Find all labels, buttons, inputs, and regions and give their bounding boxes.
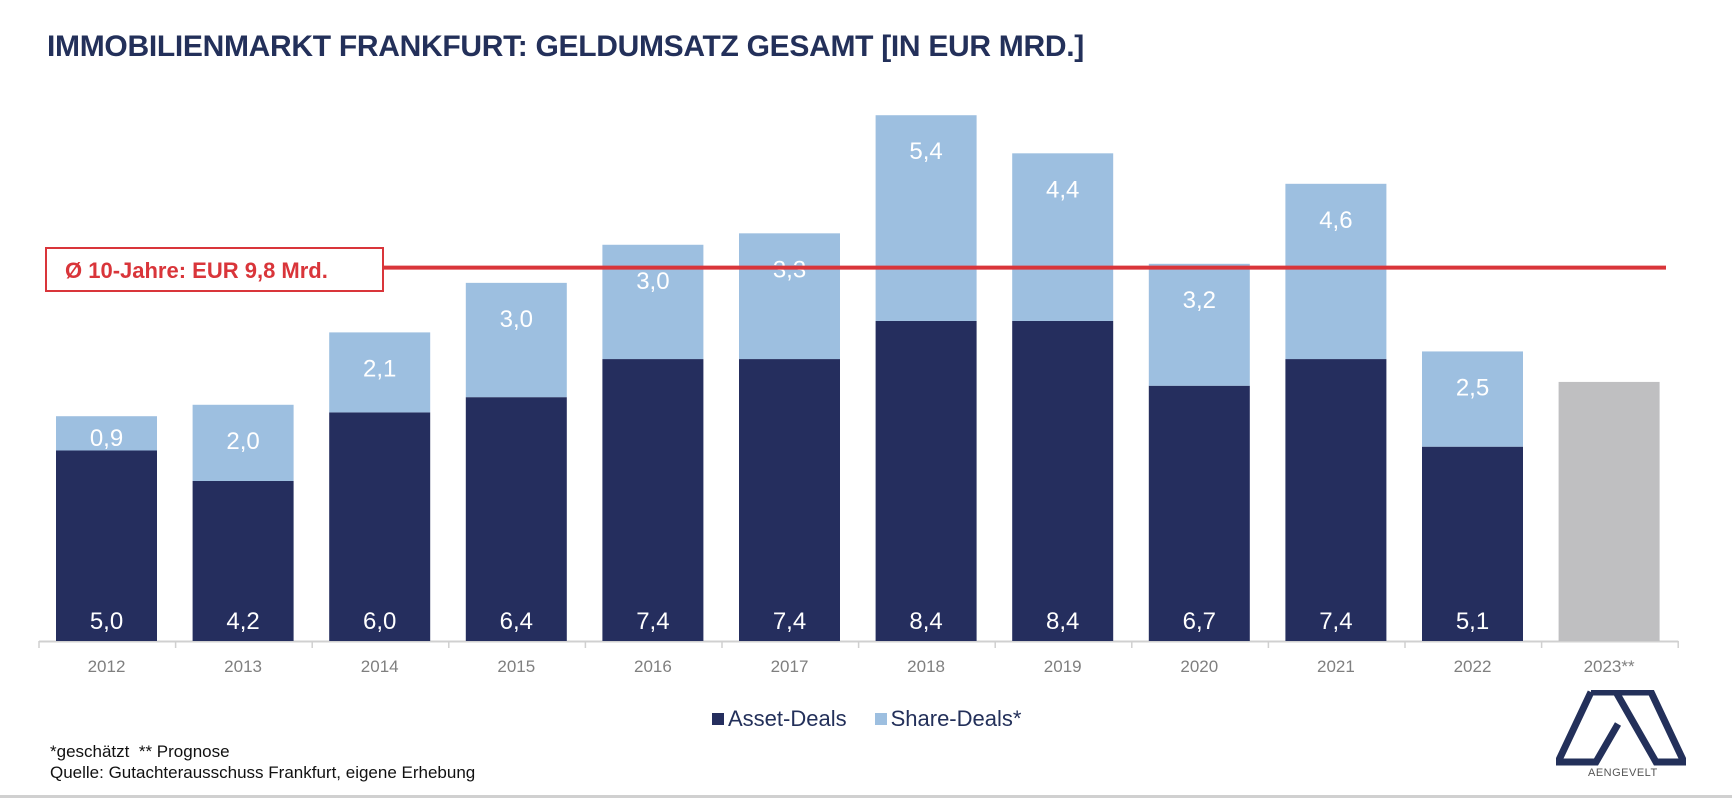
footnote-source: Quelle: Gutachterausschuss Frankfurt, ei… bbox=[50, 763, 476, 782]
bar-share-2013 bbox=[192, 404, 294, 481]
x-tick-label: 2021 bbox=[1317, 657, 1355, 676]
data-label-asset: 5,1 bbox=[1456, 608, 1489, 635]
legend-swatch-share bbox=[874, 713, 887, 725]
bar-share-2014 bbox=[329, 332, 431, 413]
average-label-box: Ø 10-Jahre: EUR 9,8 Mrd. bbox=[45, 247, 384, 292]
data-label-asset: 6,4 bbox=[500, 608, 533, 635]
bottom-divider bbox=[0, 795, 1732, 798]
bar-asset-2019 bbox=[1012, 320, 1114, 641]
bar-share-2021 bbox=[1285, 183, 1387, 360]
data-label-share: 2,5 bbox=[1456, 374, 1489, 401]
data-label-share: 2,0 bbox=[226, 428, 259, 455]
bar-share-2016 bbox=[602, 244, 704, 360]
legend-label-share: Share-Deals* bbox=[890, 706, 1022, 731]
data-label-asset: 4,2 bbox=[226, 608, 259, 635]
data-label-asset: 8,4 bbox=[909, 608, 942, 635]
x-tick-label: 2020 bbox=[1180, 657, 1218, 676]
x-tick-label: 2017 bbox=[771, 657, 809, 676]
x-tick-label: 2014 bbox=[361, 657, 399, 676]
average-label: Ø 10-Jahre: EUR 9,8 Mrd. bbox=[65, 258, 328, 283]
legend-item-asset: Asset-Deals bbox=[712, 706, 847, 732]
bar-asset-2016 bbox=[602, 359, 704, 641]
x-tick-label: 2013 bbox=[224, 657, 262, 676]
aengevelt-logo-icon bbox=[1556, 690, 1686, 766]
bar-asset-2013 bbox=[192, 480, 294, 641]
logo-text: AENGEVELT bbox=[1588, 767, 1658, 779]
bar-asset-2020 bbox=[1148, 385, 1250, 641]
x-tick-label: 2019 bbox=[1044, 657, 1082, 676]
data-label-share: 3,3 bbox=[773, 256, 806, 283]
x-tick-label: 2022 bbox=[1454, 657, 1492, 676]
data-label-asset: 7,4 bbox=[636, 608, 669, 635]
data-label-share: 5,4 bbox=[909, 138, 942, 165]
data-label-share: 0,9 bbox=[90, 425, 123, 452]
data-label-asset: 5,0 bbox=[90, 608, 123, 635]
x-tick-label: 2012 bbox=[88, 657, 126, 676]
bar-asset-2014 bbox=[329, 412, 431, 641]
bar-asset-2012 bbox=[56, 450, 157, 641]
data-label-share: 3,0 bbox=[500, 306, 533, 333]
x-tick-label: 2018 bbox=[907, 657, 945, 676]
bar-share-2020 bbox=[1148, 263, 1250, 386]
data-label-share: 2,1 bbox=[363, 355, 396, 382]
data-label-share: 4,6 bbox=[1319, 207, 1352, 234]
footnotes: *geschätzt ** Prognose Quelle: Gutachter… bbox=[50, 741, 475, 783]
x-tick-label: 2023** bbox=[1584, 657, 1635, 676]
bar-asset-2018 bbox=[875, 320, 977, 641]
bar-asset-2015 bbox=[465, 397, 567, 641]
bar-share-2022 bbox=[1422, 351, 1523, 447]
chart-title: IMMOBILIENMARKT FRANKFURT: GELDUMSATZ GE… bbox=[47, 30, 1084, 63]
bar-asset-2017 bbox=[739, 359, 840, 641]
data-label-asset: 8,4 bbox=[1046, 608, 1079, 635]
data-label-share: 3,0 bbox=[636, 268, 669, 295]
bar-share-2018 bbox=[875, 115, 977, 321]
bar-share-2019 bbox=[1012, 153, 1114, 321]
bar-share-2015 bbox=[465, 282, 567, 398]
x-tick-label: 2015 bbox=[497, 657, 535, 676]
data-label-asset: 7,4 bbox=[1319, 608, 1352, 635]
data-label-asset: 6,0 bbox=[363, 608, 396, 635]
x-tick-label: 2016 bbox=[634, 657, 672, 676]
bar-share-2012 bbox=[56, 416, 157, 451]
data-label-asset: 7,4 bbox=[773, 608, 806, 635]
data-label-share: 3,2 bbox=[1183, 287, 1216, 314]
bar-share-2017 bbox=[739, 233, 840, 360]
bar-asset-2021 bbox=[1285, 359, 1387, 641]
footnote-legend: *geschätzt ** Prognose bbox=[50, 742, 230, 761]
data-label-asset: 6,7 bbox=[1183, 608, 1216, 635]
legend-label-asset: Asset-Deals bbox=[728, 706, 847, 731]
data-label-share: 4,4 bbox=[1046, 176, 1079, 203]
legend-swatch-asset bbox=[712, 713, 724, 725]
legend: Asset-Deals Share-Deals* bbox=[712, 706, 1021, 732]
legend-item-share: Share-Deals* bbox=[874, 706, 1022, 732]
bar-asset-2022 bbox=[1422, 446, 1523, 641]
bar-forecast-2023 bbox=[1558, 381, 1660, 641]
